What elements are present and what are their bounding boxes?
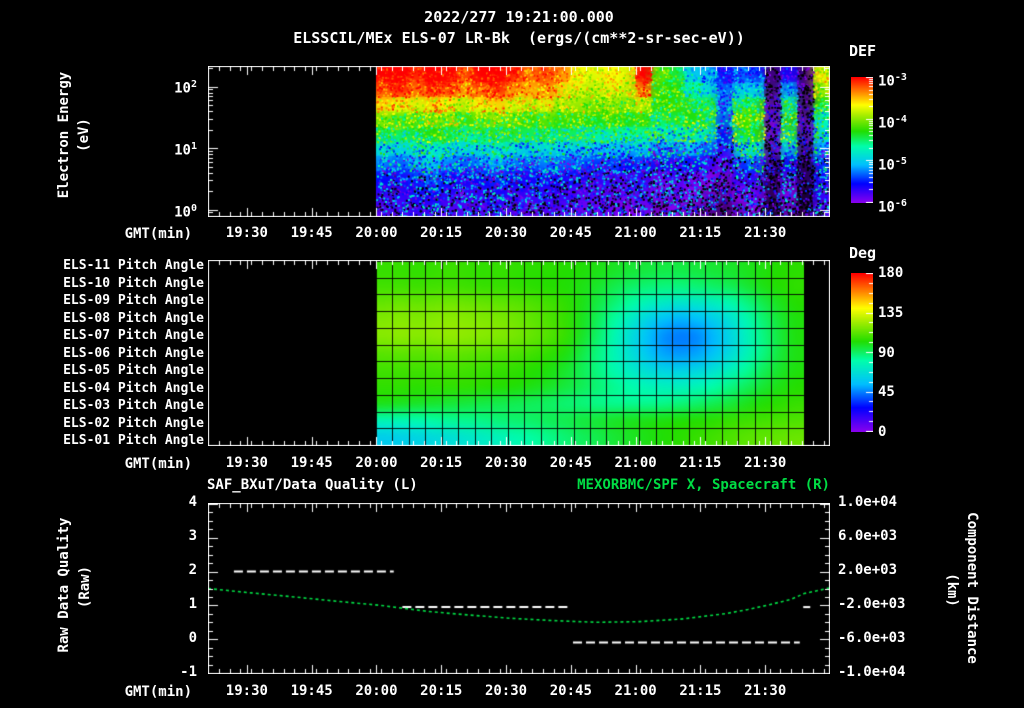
quality-tick-label: 3	[188, 528, 197, 544]
time-tick-label: 20:15	[420, 225, 463, 241]
def-colorbar	[851, 77, 873, 203]
pitch-row-label: ELS-08 Pitch Angle	[63, 310, 204, 326]
deg-colorbar-tick-label: 180	[878, 265, 904, 281]
distance-tick-label: -2.0e+03	[838, 596, 906, 612]
deg-colorbar-title: Deg	[849, 244, 877, 262]
deg-colorbar-tick-label: 45	[878, 384, 895, 401]
time-tick-label: 21:15	[679, 683, 722, 699]
quality-tick-label: 2	[188, 562, 197, 578]
deg-colorbar-tick-label: 90	[878, 344, 895, 361]
quality-distance-plot	[208, 503, 830, 674]
electron-energy-spectrogram	[208, 66, 830, 217]
def-colorbar-tick-label: 10-3	[878, 72, 907, 90]
time-tick-label: 19:45	[290, 455, 333, 471]
deg-colorbar-tick-label: 0	[878, 424, 887, 440]
time-tick-label: 21:30	[744, 225, 787, 241]
time-tick-label: 20:45	[549, 683, 592, 699]
distance-tick-label: -6.0e+03	[838, 630, 906, 646]
time-tick-label: 20:45	[549, 225, 592, 241]
pitch-row-label: ELS-11 Pitch Angle	[63, 258, 204, 273]
time-tick-label: 20:00	[355, 683, 398, 699]
time-tick-label: 21:00	[614, 455, 657, 471]
distance-tick-label: 2.0e+03	[838, 562, 898, 578]
time-tick-label: 19:30	[225, 225, 268, 241]
time-tick-label: 21:30	[744, 455, 787, 471]
distance-y-axis-label: Component Distance	[964, 512, 980, 664]
time-tick-label: 20:00	[355, 455, 398, 471]
quality-tick-label: 4	[188, 494, 197, 510]
time-tick-label: 20:30	[484, 455, 528, 471]
time-tick-label: 19:45	[290, 225, 333, 241]
pitch-row-label: ELS-07 Pitch Angle	[63, 328, 204, 343]
time-tick-label: 20:15	[420, 455, 463, 471]
time-tick-label: 19:30	[225, 683, 268, 699]
deg-colorbar	[851, 273, 873, 432]
energy-tick-label: 101	[174, 141, 197, 159]
pitch-row-label: ELS-10 Pitch Angle	[63, 275, 204, 291]
time-tick-label: 20:30	[484, 683, 528, 699]
def-colorbar-tick-label: 10-5	[878, 156, 907, 174]
distance-tick-label: 6.0e+03	[838, 528, 898, 544]
def-colorbar-tick-label: 10-4	[878, 114, 907, 132]
time-tick-label: 21:00	[614, 225, 657, 241]
pitch-row-label: ELS-09 Pitch Angle	[63, 293, 204, 308]
gmt-axis-label-top: GMT(min)	[124, 226, 192, 242]
time-tick-label: 21:15	[679, 455, 722, 471]
pitch-row-label: ELS-05 Pitch Angle	[63, 363, 204, 378]
def-colorbar-title: DEF	[849, 42, 877, 60]
pitch-row-label: ELS-03 Pitch Angle	[63, 398, 204, 413]
def-colorbar-tick-label: 10-6	[878, 198, 907, 216]
energy-tick-label: 100	[174, 203, 197, 222]
distance-y-axis-units: (km)	[944, 573, 960, 607]
time-tick-label: 21:00	[614, 683, 657, 699]
pitch-row-label: ELS-04 Pitch Angle	[63, 380, 204, 396]
pitch-angle-heatmap	[208, 260, 830, 446]
gmt-axis-label-bottom: GMT(min)	[124, 684, 192, 700]
time-tick-label: 19:30	[225, 455, 268, 471]
deg-colorbar-tick-label: 135	[878, 304, 904, 321]
quality-tick-label: 0	[188, 630, 197, 646]
distance-series-title: MEXORBMC/SPF X, Spacecraft (R)	[577, 477, 830, 493]
plot-main-title: ELSSCIL/MEx ELS-07 LR-Bk (ergs/(cm**2-sr…	[293, 29, 745, 47]
quality-tick-label: 1	[188, 596, 197, 612]
time-tick-label: 20:15	[420, 683, 463, 699]
pitch-row-label: ELS-06 Pitch Angle	[63, 345, 204, 361]
quality-tick-label: -1	[180, 664, 197, 680]
distance-tick-label: -1.0e+04	[838, 664, 906, 680]
energy-tick-label: 102	[174, 78, 197, 97]
time-tick-label: 20:30	[484, 225, 528, 241]
pitch-row-label: ELS-02 Pitch Angle	[63, 415, 204, 431]
distance-tick-label: 1.0e+04	[838, 494, 898, 510]
pitch-row-label: ELS-01 Pitch Angle	[63, 433, 204, 448]
time-tick-label: 21:15	[679, 225, 722, 241]
time-tick-label: 20:45	[549, 455, 592, 471]
gmt-axis-label-middle: GMT(min)	[124, 456, 192, 472]
quality-series-title: SAF_BXuT/Data Quality (L)	[207, 477, 418, 493]
time-tick-label: 20:00	[355, 225, 398, 241]
time-tick-label: 21:30	[744, 683, 787, 699]
time-tick-label: 19:45	[290, 683, 333, 699]
plot-timestamp-title: 2022/277 19:21:00.000	[424, 8, 614, 26]
